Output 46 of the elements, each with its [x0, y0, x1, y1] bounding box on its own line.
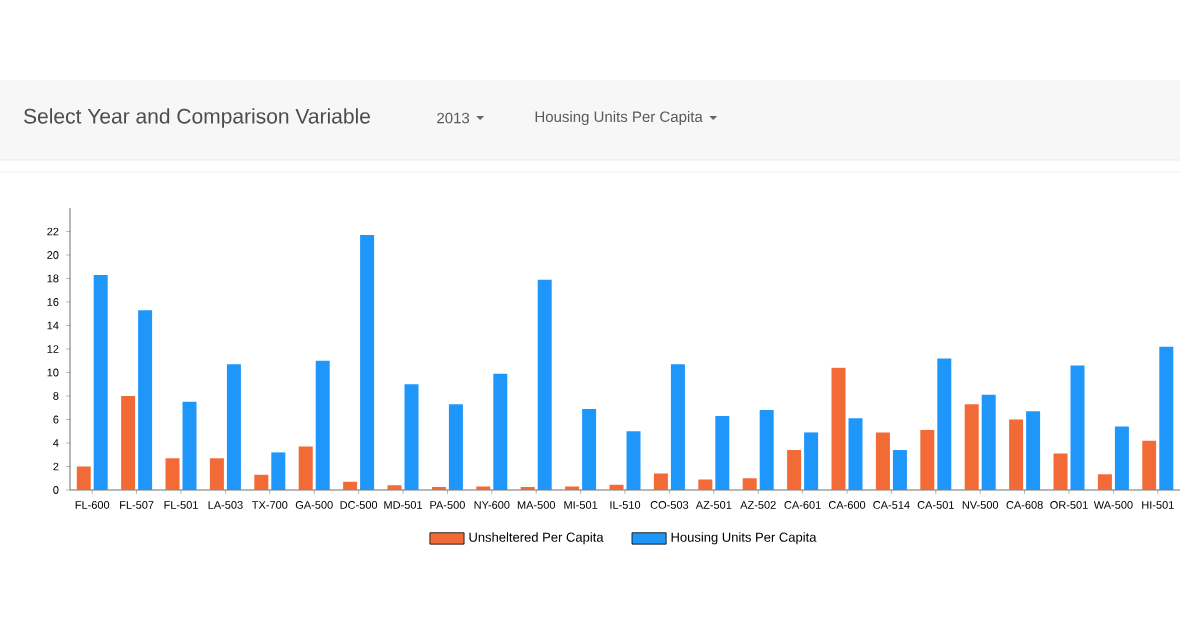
bar [493, 373, 508, 490]
bar [875, 432, 890, 490]
bar [1142, 440, 1157, 490]
bar [404, 384, 419, 490]
bar [804, 432, 819, 490]
bar [937, 358, 952, 490]
bar [582, 408, 597, 490]
bar [1159, 346, 1174, 490]
bar [1009, 419, 1024, 490]
bar [698, 479, 713, 490]
bar [254, 474, 269, 490]
bar [343, 481, 358, 490]
bar [315, 360, 330, 490]
bar [742, 478, 757, 490]
bar [138, 310, 153, 490]
bar [787, 450, 802, 490]
bar [831, 367, 846, 490]
bar [609, 484, 624, 490]
bar [209, 458, 224, 490]
bar [670, 364, 685, 490]
bar [298, 446, 313, 490]
bar [848, 418, 863, 490]
bar [1097, 474, 1112, 490]
bar [981, 394, 996, 490]
bar [1053, 453, 1068, 490]
bar [448, 404, 463, 490]
bar [165, 458, 180, 490]
bar [715, 415, 730, 490]
bar [271, 452, 286, 490]
bar [76, 466, 91, 490]
bar [537, 279, 552, 490]
bar [1114, 426, 1129, 490]
bar [93, 274, 108, 490]
bar [121, 396, 136, 490]
bar [653, 473, 668, 490]
bar [759, 410, 774, 490]
bar [892, 450, 907, 490]
chart-title: Select Year and Comparison Variable [24, 108, 370, 128]
bar [1026, 411, 1041, 490]
bar [964, 404, 979, 490]
bar [182, 401, 197, 490]
bar [1070, 365, 1085, 490]
bar [360, 235, 375, 490]
bar [226, 364, 241, 490]
bar [920, 430, 935, 490]
bar [626, 431, 641, 490]
